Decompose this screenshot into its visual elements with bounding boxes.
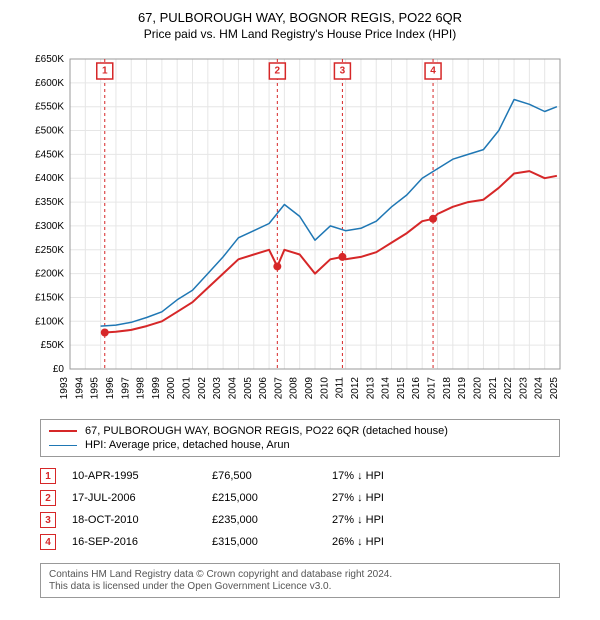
svg-text:2002: 2002 xyxy=(197,377,208,400)
transaction-marker: 3 xyxy=(40,512,56,528)
svg-text:2010: 2010 xyxy=(319,377,330,400)
svg-text:2021: 2021 xyxy=(488,377,499,400)
transaction-table: 1 10-APR-1995£76,50017% ↓ HPI 2 17-JUL-2006… xyxy=(40,465,560,553)
svg-text:£0: £0 xyxy=(53,364,65,375)
svg-text:2022: 2022 xyxy=(503,377,514,400)
svg-text:£650K: £650K xyxy=(35,54,64,65)
svg-text:2008: 2008 xyxy=(289,377,300,400)
svg-text:1996: 1996 xyxy=(105,377,116,400)
svg-text:2007: 2007 xyxy=(273,377,284,400)
transaction-diff: 27% ↓ HPI xyxy=(332,514,452,526)
svg-text:2016: 2016 xyxy=(411,377,422,400)
legend-swatch-property xyxy=(49,430,77,432)
svg-text:1994: 1994 xyxy=(74,377,85,400)
svg-text:£400K: £400K xyxy=(35,173,64,184)
svg-text:2024: 2024 xyxy=(534,377,545,400)
svg-text:£600K: £600K xyxy=(35,78,64,89)
transaction-price: £315,000 xyxy=(212,536,332,548)
transaction-date: 17-JUL-2006 xyxy=(72,492,212,504)
svg-text:2020: 2020 xyxy=(472,377,483,400)
svg-text:1999: 1999 xyxy=(151,377,162,400)
svg-text:2011: 2011 xyxy=(335,377,346,399)
transaction-marker: 4 xyxy=(40,534,56,550)
svg-text:2012: 2012 xyxy=(350,377,361,400)
svg-text:£150K: £150K xyxy=(35,292,64,303)
legend-swatch-hpi xyxy=(49,445,77,446)
svg-text:2: 2 xyxy=(275,66,281,77)
transaction-date: 10-APR-1995 xyxy=(72,470,212,482)
legend-item-property: 67, PULBOROUGH WAY, BOGNOR REGIS, PO22 6… xyxy=(49,424,551,438)
svg-text:3: 3 xyxy=(340,66,346,77)
legend-label: HPI: Average price, detached house, Arun xyxy=(85,439,290,451)
svg-text:1998: 1998 xyxy=(136,377,147,400)
transaction-date: 16-SEP-2016 xyxy=(72,536,212,548)
footer-line: This data is licensed under the Open Gov… xyxy=(49,581,551,592)
svg-text:£450K: £450K xyxy=(35,149,64,160)
svg-text:£300K: £300K xyxy=(35,221,64,232)
svg-text:2015: 2015 xyxy=(396,377,407,400)
svg-text:2004: 2004 xyxy=(227,377,238,400)
svg-text:2019: 2019 xyxy=(457,377,468,400)
svg-text:2013: 2013 xyxy=(365,377,376,400)
svg-text:2009: 2009 xyxy=(304,377,315,400)
transaction-price: £76,500 xyxy=(212,470,332,482)
svg-text:1995: 1995 xyxy=(90,377,101,400)
svg-text:2025: 2025 xyxy=(549,377,560,400)
transaction-row: 4 16-SEP-2016£315,00026% ↓ HPI xyxy=(40,531,560,553)
svg-text:£50K: £50K xyxy=(41,340,65,351)
svg-text:2014: 2014 xyxy=(381,377,392,400)
svg-text:2023: 2023 xyxy=(518,377,529,400)
svg-text:4: 4 xyxy=(430,66,436,77)
svg-text:£200K: £200K xyxy=(35,269,64,280)
transaction-marker: 1 xyxy=(40,468,56,484)
transaction-date: 18-OCT-2010 xyxy=(72,514,212,526)
transaction-row: 2 17-JUL-2006£215,00027% ↓ HPI xyxy=(40,487,560,509)
svg-text:2018: 2018 xyxy=(442,377,453,400)
svg-text:1993: 1993 xyxy=(59,377,70,400)
svg-text:£350K: £350K xyxy=(35,197,64,208)
svg-text:2005: 2005 xyxy=(243,377,254,400)
transaction-diff: 26% ↓ HPI xyxy=(332,536,452,548)
transaction-row: 3 18-OCT-2010£235,00027% ↓ HPI xyxy=(40,509,560,531)
license-footer: Contains HM Land Registry data © Crown c… xyxy=(40,563,560,598)
footer-line: Contains HM Land Registry data © Crown c… xyxy=(49,569,551,580)
svg-text:1997: 1997 xyxy=(120,377,131,400)
svg-text:2006: 2006 xyxy=(258,377,269,400)
transaction-price: £215,000 xyxy=(212,492,332,504)
svg-text:2001: 2001 xyxy=(182,377,193,400)
transaction-diff: 27% ↓ HPI xyxy=(332,492,452,504)
svg-text:2017: 2017 xyxy=(427,377,438,400)
transaction-price: £235,000 xyxy=(212,514,332,526)
svg-text:2000: 2000 xyxy=(166,377,177,400)
svg-text:£550K: £550K xyxy=(35,102,64,113)
transaction-diff: 17% ↓ HPI xyxy=(332,470,452,482)
page-title: 67, PULBOROUGH WAY, BOGNOR REGIS, PO22 6… xyxy=(10,10,590,25)
svg-text:1: 1 xyxy=(102,66,108,77)
price-chart: £0 £50K £100K £150K £200K £250K £300K £350K £400… xyxy=(20,49,580,409)
svg-text:£100K: £100K xyxy=(35,316,64,327)
page-subtitle: Price paid vs. HM Land Registry's House … xyxy=(10,27,590,41)
legend-label: 67, PULBOROUGH WAY, BOGNOR REGIS, PO22 6… xyxy=(85,425,448,437)
svg-text:£500K: £500K xyxy=(35,126,64,137)
legend-item-hpi: HPI: Average price, detached house, Arun xyxy=(49,438,551,452)
transaction-marker: 2 xyxy=(40,490,56,506)
svg-text:2003: 2003 xyxy=(212,377,223,400)
svg-text:£250K: £250K xyxy=(35,245,64,256)
transaction-row: 1 10-APR-1995£76,50017% ↓ HPI xyxy=(40,465,560,487)
legend: 67, PULBOROUGH WAY, BOGNOR REGIS, PO22 6… xyxy=(40,419,560,457)
